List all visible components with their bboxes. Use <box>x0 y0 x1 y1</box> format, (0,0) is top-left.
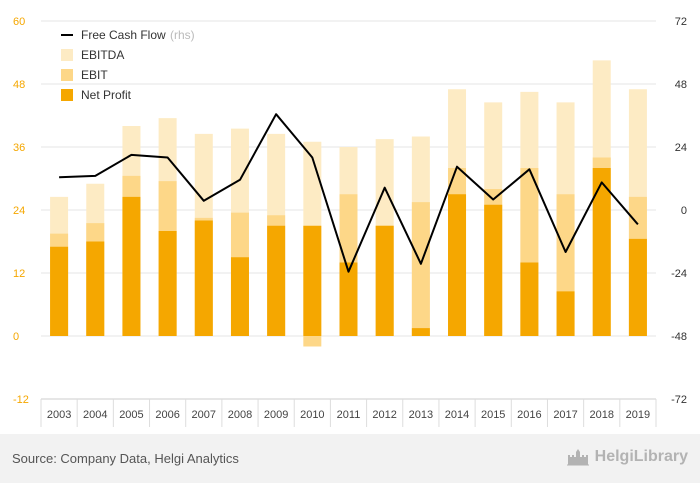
x-tick-label: 2003 <box>47 409 71 421</box>
legend-swatch <box>61 49 73 61</box>
legend: Free Cash Flow (rhs) EBITDA EBIT Net Profit <box>61 28 195 102</box>
bar <box>339 262 358 336</box>
left-tick-label: 48 <box>13 79 25 91</box>
bar <box>303 336 322 347</box>
bar <box>375 225 394 336</box>
x-tick-label: 2005 <box>119 409 143 421</box>
x-tick-label: 2009 <box>264 409 288 421</box>
brand-logo[interactable]: HelgiLibrary <box>566 448 688 466</box>
bar <box>303 225 322 336</box>
footer-bar: Source: Company Data, Helgi Analytics He… <box>0 434 700 483</box>
source-note: Source: Company Data, Helgi Analytics <box>12 451 239 466</box>
legend-label: EBIT <box>81 68 108 82</box>
x-tick-label: 2013 <box>409 409 433 421</box>
x-tick-label: 2007 <box>192 409 216 421</box>
right-tick-label: -72 <box>671 394 687 406</box>
legend-item: Free Cash Flow (rhs) <box>61 28 195 42</box>
axis-ticks: -12 0 12 24 36 48 60 -72 -48 -24 0 24 48 72 2003 2004 20… <box>13 16 687 421</box>
left-tick-label: 36 <box>13 142 25 154</box>
combo-chart: -12 0 12 24 36 48 60 -72 -48 -24 0 24 48 72 2003 2004 20… <box>13 16 687 427</box>
right-tick-label: 48 <box>675 79 687 91</box>
left-tick-label: 12 <box>13 268 25 280</box>
fcf-line <box>59 113 639 273</box>
legend-label: Free Cash Flow <box>81 28 166 42</box>
left-tick-label: -12 <box>13 394 29 406</box>
bar <box>50 246 69 336</box>
x-tick-label: 2019 <box>626 409 650 421</box>
x-tick-label: 2014 <box>445 409 469 421</box>
bars <box>50 60 647 347</box>
bar <box>411 202 430 336</box>
bar <box>158 231 177 336</box>
x-tick-label: 2015 <box>481 409 505 421</box>
left-tick-label: 60 <box>13 16 25 28</box>
x-tick-label: 2011 <box>337 409 361 421</box>
x-tick-label: 2006 <box>155 409 179 421</box>
bar <box>484 204 503 336</box>
legend-swatch <box>61 89 73 101</box>
right-tick-label: 72 <box>675 16 687 28</box>
x-tick-label: 2018 <box>589 409 613 421</box>
legend-swatch <box>61 69 73 81</box>
left-tick-label: 24 <box>13 205 25 217</box>
bar <box>230 257 249 336</box>
x-tick-label: 2012 <box>372 409 396 421</box>
castle-icon <box>566 449 589 466</box>
left-tick-label: 0 <box>13 331 19 343</box>
bar <box>86 241 105 336</box>
bar <box>194 220 213 336</box>
legend-item: EBITDA <box>61 48 124 62</box>
bar <box>556 291 575 336</box>
legend-item: Net Profit <box>61 88 132 102</box>
bar <box>592 168 611 336</box>
x-tick-label: 2004 <box>83 409 107 421</box>
x-tick-label: 2017 <box>553 409 577 421</box>
bar-series-net-profit <box>50 168 647 336</box>
x-tick-label: 2010 <box>300 409 324 421</box>
legend-label: EBITDA <box>81 48 124 62</box>
legend-item: EBIT <box>61 68 108 82</box>
right-tick-label: 0 <box>681 205 687 217</box>
legend-label: Net Profit <box>81 88 132 102</box>
brand-name: HelgiLibrary <box>594 448 688 465</box>
bar <box>411 328 430 336</box>
x-tick-label: 2016 <box>517 409 541 421</box>
bar <box>448 194 467 336</box>
right-tick-label: -48 <box>671 331 687 343</box>
legend-note: (rhs) <box>170 28 195 42</box>
x-tick-label: 2008 <box>228 409 252 421</box>
bar <box>122 196 141 336</box>
right-tick-label: 24 <box>675 142 687 154</box>
bar <box>628 238 647 336</box>
bar <box>520 262 539 336</box>
right-tick-label: -24 <box>671 268 687 280</box>
bar <box>267 225 286 336</box>
fcf-line-layer <box>59 113 639 273</box>
